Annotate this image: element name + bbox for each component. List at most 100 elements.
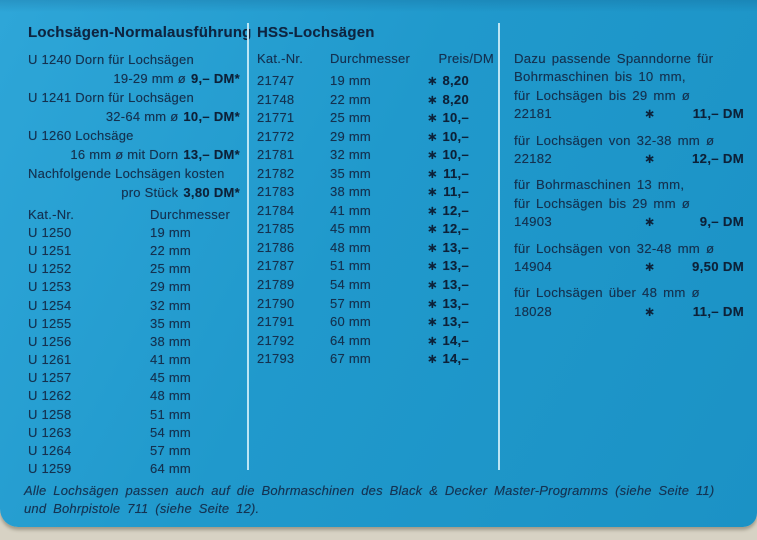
price-row: 22181 ∗ 11,– DM [514,105,744,123]
asterisk-marker: ∗ [644,259,656,275]
asterisk-marker: ∗ [644,151,656,167]
preis-value: 11,– [443,165,469,181]
size-text: 19-29 mm ø [113,71,186,86]
preis-cell: ∗ 12,– DM [644,150,744,168]
preis-cell: ∗ 14,– [427,332,469,351]
asterisk-marker: ∗ [427,165,439,181]
table-row: U 1254 32 mm [28,297,240,315]
table-row: 21782 35 mm ∗ 11,– [257,165,494,184]
durchmesser-cell: 38 mm [150,333,191,349]
intro-item: U 1240 Dorn für Lochsägen 19-29 mm ø 9,– … [28,50,240,88]
asterisk-marker: ∗ [427,332,439,348]
col-header-durchmesser: Durchmesser [330,51,411,66]
footer-line: und Bohrpistole 711 (siehe Seite 12). [24,500,260,516]
durchmesser-cell: 57 mm [330,295,371,311]
table-row: U 1263 54 mm [28,424,240,442]
asterisk-marker: ∗ [644,303,656,319]
asterisk-marker: ∗ [427,314,439,330]
preis-cell: ∗ 12,– [427,202,469,221]
durchmesser-cell: 22 mm [150,243,191,259]
table-row: 21748 22 mm ∗ 8,20 [257,91,494,110]
preis-cell: ∗ 11,– [427,165,469,184]
kat-nr-cell: 21784 [257,202,295,218]
price-row: 22182 ∗ 12,– DM [514,150,744,168]
table-row: 21747 19 mm ∗ 8,20 [257,72,494,91]
col-header-kat-nr: Kat.-Nr. [257,51,304,66]
preis-value: 14,– [442,351,469,367]
price-row: 14904 ∗ 9,50 DM [514,258,744,276]
durchmesser-cell: 54 mm [150,424,191,440]
durchmesser-cell: 48 mm [150,388,191,404]
description-line: für Lochsägen bis 29 mm ø [514,195,691,211]
left-column: Lochsägen-Normalausführung U 1240 Dorn f… [28,24,251,478]
price-text: 13,– DM* [183,147,240,162]
right-column: Dazu passende Spanndorne für Bohrmaschin… [514,24,744,329]
preis-value: 10,– [442,147,469,163]
kat-nr-cell: U 1257 [28,370,72,386]
preis-value: 11,– DM [692,303,744,319]
price-line: 19-29 mm ø 9,– DM* [28,69,240,88]
table-row: 21786 48 mm ∗ 13,– [257,239,494,258]
kat-nr-cell: U 1254 [28,297,72,313]
kat-nr-cell: 21748 [257,91,295,107]
catalog-blue-panel: Lochsägen-Normalausführung U 1240 Dorn f… [0,0,757,527]
spacer [514,24,744,50]
kat-nr-cell: 21771 [257,110,295,126]
preis-cell: ∗ 9,– DM [644,213,744,231]
kat-nr-cell: 21793 [257,351,295,367]
hss-table: 21747 19 mm ∗ 8,20 21748 22 mm ∗ 8,20 21771 25 … [257,72,494,369]
preis-value: 10,– [442,128,469,144]
durchmesser-cell: 25 mm [150,261,191,277]
spanndorn-block: Dazu passende Spanndorne für Bohrmaschin… [514,50,744,124]
preis-value: 8,20 [442,91,469,107]
durchmesser-cell: 57 mm [150,442,191,458]
kat-nr-cell: U 1259 [28,461,72,477]
table-row: 21784 41 mm ∗ 12,– [257,202,494,221]
durchmesser-cell: 41 mm [330,202,371,218]
preis-value: 13,– [442,277,469,293]
size-text: 16 mm ø mit Dorn [70,147,179,162]
table-row: 21781 32 mm ∗ 10,– [257,146,494,165]
durchmesser-cell: 32 mm [330,147,371,163]
section-title-hss-lochsaegen: HSS-Lochsägen [257,24,375,41]
durchmesser-cell: 38 mm [330,184,371,200]
durchmesser-cell: 45 mm [150,370,191,386]
durchmesser-cell: 22 mm [330,91,371,107]
durchmesser-cell: 29 mm [330,128,371,144]
kat-nr-cell: 21791 [257,314,295,330]
middle-column: HSS-Lochsägen Kat.-Nr. Durchmesser Preis… [257,24,494,369]
kat-nr-cell: 21786 [257,239,295,255]
preis-value: 9,50 DM [692,259,744,275]
table-row: U 1257 45 mm [28,369,240,387]
description-line: für Lochsägen von 32-38 mm ø [514,132,715,148]
preis-cell: ∗ 10,– [427,128,469,147]
preis-cell: ∗ 13,– [427,239,469,258]
asterisk-marker: ∗ [427,184,439,200]
kat-nr-cell: U 1255 [28,315,72,331]
preis-cell: ∗ 10,– [427,146,469,165]
product-line: U 1240 Dorn für Lochsägen [28,52,194,67]
asterisk-marker: ∗ [427,295,439,311]
preis-cell: ∗ 13,– [427,276,469,295]
product-line: U 1260 Lochsäge [28,128,134,143]
description-line: Dazu passende Spanndorne für [514,51,714,66]
durchmesser-cell: 64 mm [150,461,191,477]
price-line: pro Stück 3,80 DM* [28,183,240,202]
kat-nr-cell: U 1262 [28,388,72,404]
spanndorn-block: für Lochsägen über 48 mm ø 18028 ∗ 11,– DM [514,284,744,321]
size-text: 32-64 mm ø [105,109,179,124]
asterisk-marker: ∗ [427,147,439,163]
preis-value: 10,– [442,110,469,126]
asterisk-marker: ∗ [427,128,439,144]
table-row: 21771 25 mm ∗ 10,– [257,109,494,128]
price-text: 9,– DM* [190,71,240,86]
table-header-row: Kat.-Nr. Durchmesser [28,206,240,224]
durchmesser-cell: 19 mm [330,73,371,88]
asterisk-marker: ∗ [644,106,656,122]
durchmesser-cell: 48 mm [330,239,371,255]
description-line: für Bohrmaschinen 13 mm, [514,177,685,193]
table-row: U 1259 64 mm [28,460,240,478]
price-line: 32-64 mm ø 10,– DM* [28,107,240,126]
column-divider [498,23,500,470]
spanndorn-block: für Bohrmaschinen 13 mm, für Lochsägen b… [514,176,744,231]
